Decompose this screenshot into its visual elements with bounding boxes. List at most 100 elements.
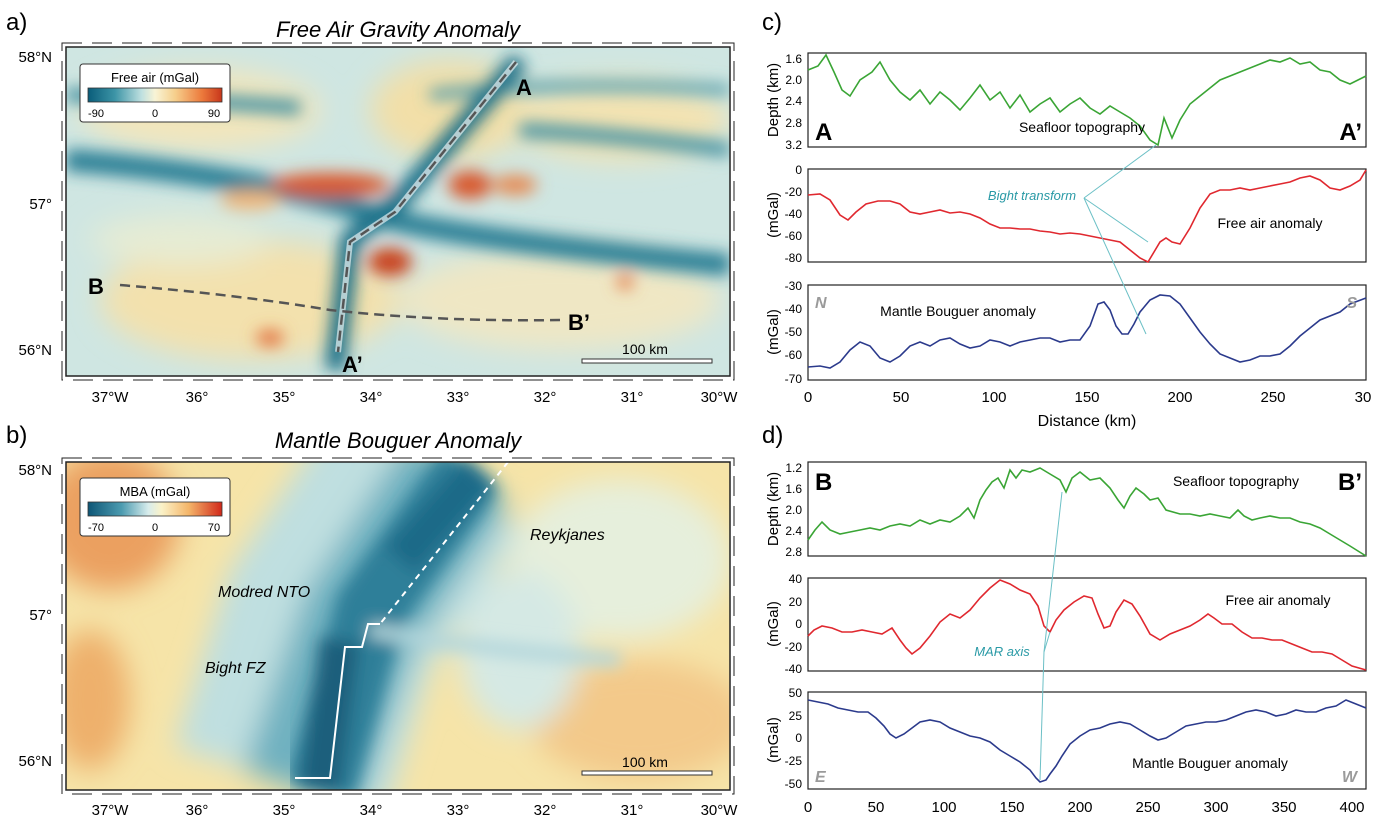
lat-label-a-57: 57° (29, 196, 52, 213)
mba-colorbar: MBA (mGal) -70 0 70 (79, 477, 231, 537)
feature-label-bight-fz: Bight FZ (205, 660, 267, 677)
c-annotation: Bight transform (988, 188, 1076, 203)
d-topo-caption: Seafloor topography (1173, 473, 1299, 489)
d-fa-caption: Free air anomaly (1225, 592, 1330, 608)
d-xtick-4: 200 (1067, 799, 1092, 816)
c-xtick-2: 100 (981, 389, 1006, 406)
lon-label-b-33: 33° (447, 802, 470, 819)
c-topo-ylabel: Depth (km) (765, 63, 782, 137)
d-mba-tick-0: 50 (789, 686, 803, 700)
d-xtick-5: 250 (1135, 799, 1160, 816)
lon-label-a-34: 34° (360, 389, 383, 406)
d-topo-ylabel: Depth (km) (765, 472, 782, 546)
panel-d: d) MAR axis B B’ E W Seafloor topography… (762, 422, 1367, 816)
lon-label-a-33: 33° (447, 389, 470, 406)
lon-label-b-31: 31° (621, 802, 644, 819)
lon-label-b-35: 35° (273, 802, 296, 819)
c-fa-tick-3: -60 (785, 229, 803, 243)
c-xtick-1: 50 (893, 389, 910, 406)
profile-label-a-prime: A’ (342, 352, 363, 377)
d-topo-line (807, 467, 1367, 557)
profile-label-a: A (516, 75, 532, 100)
d-mba-tick-3: -25 (785, 754, 803, 768)
free-air-tick-max: 90 (208, 108, 220, 120)
profile-label-b-prime: B’ (568, 310, 590, 335)
d-mba-caption: Mantle Bouguer anomaly (1132, 755, 1288, 771)
d-topo-tick-0: 1.2 (785, 461, 802, 475)
d-fa-tick-2: 0 (795, 617, 802, 631)
lon-label-b-34: 34° (360, 802, 383, 819)
d-dir-right: W (1342, 769, 1359, 786)
d-fa-tick-3: -20 (785, 640, 803, 654)
d-mba-tick-4: -50 (785, 777, 803, 791)
d-fa-tick-1: 20 (789, 595, 803, 609)
d-fa-tick-0: 40 (789, 572, 803, 586)
c-topo-frame (807, 52, 1367, 148)
c-xlabel: Distance (km) (1038, 413, 1137, 430)
c-xtick-3: 150 (1074, 389, 1099, 406)
d-topo-tick-1: 1.6 (785, 482, 802, 496)
lon-label-a-30: 30°W (701, 389, 739, 406)
mba-tick-min: -70 (88, 522, 104, 534)
c-topo-caption: Seafloor topography (1019, 119, 1145, 135)
d-fa-frame (807, 577, 1367, 672)
panel-b-letter: b) (6, 422, 27, 449)
d-xtick-6: 300 (1203, 799, 1228, 816)
d-xtick-0: 0 (804, 799, 812, 816)
c-fa-tick-2: -40 (785, 207, 803, 221)
mba-colorbar-label: MBA (mGal) (120, 484, 191, 499)
scale-bar-a-label: 100 km (622, 341, 668, 357)
lat-label-b-57: 57° (29, 607, 52, 624)
d-xtick-1: 50 (868, 799, 885, 816)
d-mba-tick-2: 0 (795, 731, 802, 745)
c-topo-tick-2: 2.4 (785, 94, 802, 108)
lon-label-a-35: 35° (273, 389, 296, 406)
panel-c-letter: c) (762, 9, 782, 36)
c-topo-tick-4: 3.2 (785, 138, 802, 152)
c-fa-tick-4: -80 (785, 251, 803, 265)
map-b-frame (61, 457, 735, 795)
c-mba-ylabel: (mGal) (765, 309, 782, 355)
c-fa-ylabel: (mGal) (765, 192, 782, 238)
profile-label-b: B (88, 274, 104, 299)
panel-a: a) Free Air Gravity Anomaly (6, 9, 738, 406)
d-mba-ylabel: (mGal) (765, 717, 782, 763)
panel-b-title: Mantle Bouguer Anomaly (275, 428, 523, 453)
feature-label-reykjanes: Reykjanes (530, 527, 605, 544)
c-mba-line (807, 294, 1367, 369)
c-end-left: A (815, 119, 832, 146)
scale-bar-b: 100 km (581, 754, 713, 776)
lon-label-a-32: 32° (534, 389, 557, 406)
lon-label-a-37: 37°W (92, 389, 130, 406)
c-mba-tick-4: -70 (785, 372, 803, 386)
d-topo-tick-2: 2.0 (785, 503, 802, 517)
c-end-right: A’ (1339, 119, 1362, 146)
free-air-tick-min: -90 (88, 108, 104, 120)
scale-bar-a: 100 km (581, 341, 713, 364)
c-fa-line (807, 169, 1367, 264)
d-fa-tick-4: -40 (785, 662, 803, 676)
lon-label-a-36: 36° (186, 389, 209, 406)
c-topo-tick-0: 1.6 (785, 52, 802, 66)
mba-map (66, 462, 730, 790)
c-fa-tick-0: 0 (795, 163, 802, 177)
lon-label-b-36: 36° (186, 802, 209, 819)
panel-a-title: Free Air Gravity Anomaly (276, 17, 522, 42)
c-fa-caption: Free air anomaly (1217, 215, 1322, 231)
feature-label-modred-nto: Modred NTO (218, 584, 310, 601)
free-air-colorbar-label: Free air (mGal) (111, 70, 199, 85)
c-xtick-4: 200 (1167, 389, 1192, 406)
d-mba-line (807, 699, 1367, 783)
c-mba-tick-2: -50 (785, 325, 803, 339)
c-xtick-0: 0 (804, 389, 812, 406)
d-fa-ylabel: (mGal) (765, 601, 782, 647)
free-air-colorbar: Free air (mGal) -90 0 90 (79, 63, 231, 123)
d-xtick-3: 150 (999, 799, 1024, 816)
lon-label-b-37: 37°W (92, 802, 130, 819)
c-mba-tick-3: -60 (785, 348, 803, 362)
panel-d-letter: d) (762, 422, 783, 449)
d-topo-tick-4: 2.8 (785, 545, 802, 559)
c-fa-tick-1: -20 (785, 185, 803, 199)
d-xtick-8: 400 (1339, 799, 1364, 816)
